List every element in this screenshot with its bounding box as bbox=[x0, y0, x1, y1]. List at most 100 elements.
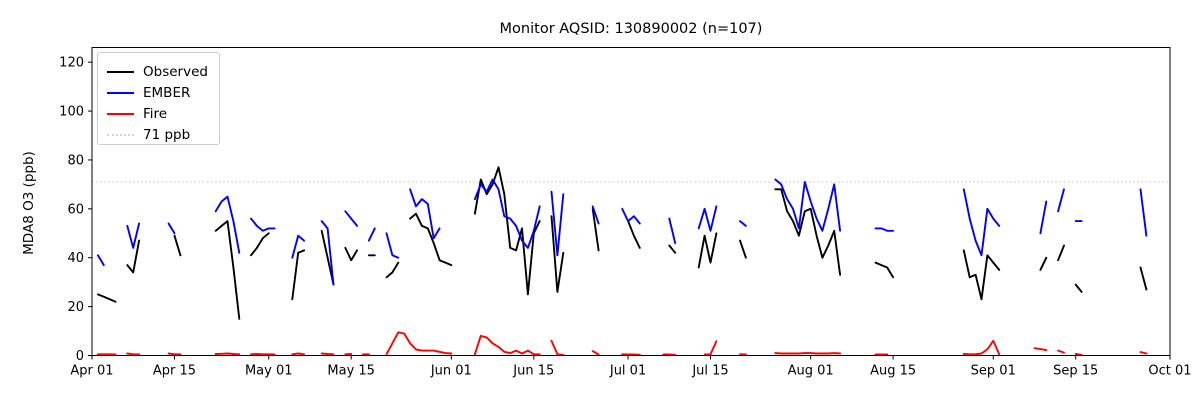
observed-line bbox=[739, 239, 747, 259]
x-tick-label: Apr 01 bbox=[70, 364, 113, 379]
observed-line bbox=[1057, 244, 1065, 262]
ember-line bbox=[214, 195, 241, 254]
y-tick-label: 120 bbox=[59, 56, 84, 71]
fire-line bbox=[703, 340, 718, 356]
ember-line bbox=[409, 188, 441, 240]
legend-label: 71 ppb bbox=[143, 126, 191, 143]
fire-line bbox=[962, 339, 1001, 356]
legend-item-observed: Observed bbox=[107, 61, 219, 82]
x-tick-label: Aug 01 bbox=[788, 364, 834, 379]
observed-line bbox=[874, 261, 895, 279]
fire-line bbox=[214, 352, 241, 356]
fire-line bbox=[591, 350, 600, 356]
ember-line bbox=[167, 222, 176, 235]
x-tick-label: May 15 bbox=[327, 364, 375, 379]
ember-line bbox=[739, 220, 747, 227]
legend-item-ember: EMBER bbox=[107, 82, 219, 103]
x-tick-label: Oct 01 bbox=[1148, 364, 1191, 379]
x-tick-label: May 01 bbox=[245, 364, 293, 379]
legend-label: Observed bbox=[143, 63, 208, 80]
y-tick-label: 60 bbox=[67, 202, 84, 217]
ember-line bbox=[385, 232, 400, 259]
ember-line bbox=[473, 178, 541, 249]
x-tick-label: Apr 15 bbox=[153, 364, 196, 379]
observed-line bbox=[173, 234, 182, 257]
x-tick-label: Jun 01 bbox=[430, 364, 472, 379]
fire-line bbox=[621, 353, 641, 356]
observed-line-sample bbox=[107, 70, 134, 73]
y-tick-label: 0 bbox=[76, 349, 84, 364]
ember-line bbox=[874, 227, 895, 232]
ember-line bbox=[962, 188, 1001, 257]
ember-line bbox=[1057, 188, 1065, 213]
plot-border bbox=[91, 47, 1171, 356]
fire-line bbox=[320, 352, 335, 356]
observed-line bbox=[385, 261, 400, 279]
observed-line bbox=[291, 249, 306, 301]
fire-line bbox=[1139, 351, 1148, 355]
ember-line bbox=[1039, 200, 1048, 235]
x-tick-label: Aug 15 bbox=[870, 364, 916, 379]
observed-line bbox=[550, 215, 565, 293]
y-tick-label: 20 bbox=[67, 300, 84, 315]
ember-line bbox=[550, 190, 565, 257]
observed-line bbox=[344, 246, 359, 262]
ember-line bbox=[96, 254, 105, 267]
fire-line bbox=[1057, 349, 1065, 354]
observed-line bbox=[697, 232, 718, 269]
y-axis-label: MDA8 O3 (ppb) bbox=[21, 151, 37, 255]
x-tick-label: Sep 15 bbox=[1053, 364, 1098, 379]
ember-line bbox=[367, 227, 376, 242]
observed-line bbox=[409, 212, 453, 267]
observed-line bbox=[214, 220, 241, 320]
ember-line bbox=[291, 234, 306, 259]
fire-line bbox=[1074, 353, 1083, 356]
observed-line bbox=[473, 166, 541, 296]
ember-line bbox=[344, 210, 359, 227]
ember-line bbox=[668, 217, 677, 245]
fire-line bbox=[550, 339, 565, 356]
ember-line bbox=[697, 205, 718, 232]
observed-line bbox=[126, 239, 141, 274]
ember-line bbox=[591, 205, 600, 225]
observed-line bbox=[591, 207, 600, 252]
threshold-line-sample bbox=[107, 133, 134, 136]
ember-line bbox=[1139, 188, 1148, 237]
chart-title: Monitor AQSID: 130890002 (n=107) bbox=[499, 21, 763, 37]
observed-line bbox=[774, 188, 842, 276]
observed-line bbox=[1074, 283, 1083, 293]
observed-line bbox=[668, 244, 677, 254]
y-tick-label: 80 bbox=[67, 153, 84, 168]
observed-line bbox=[1039, 256, 1048, 271]
legend-item-fire: Fire bbox=[107, 103, 219, 124]
observed-line bbox=[627, 220, 641, 249]
observed-line bbox=[1139, 266, 1148, 291]
observed-line bbox=[96, 293, 117, 303]
ember-line bbox=[621, 207, 641, 225]
fire-line bbox=[385, 331, 453, 356]
fire-line bbox=[291, 352, 306, 356]
fire-line bbox=[250, 353, 276, 356]
ember-line-sample bbox=[107, 91, 134, 94]
ember-line bbox=[126, 222, 141, 249]
fire-line bbox=[126, 352, 141, 356]
ember-line bbox=[320, 220, 335, 286]
y-tick-label: 40 bbox=[67, 251, 84, 266]
fire-line bbox=[167, 352, 182, 356]
fire-line-sample bbox=[107, 112, 134, 115]
fire-line bbox=[473, 334, 541, 356]
legend-label: Fire bbox=[143, 105, 168, 122]
x-tick-label: Jul 15 bbox=[691, 364, 728, 379]
legend-label: EMBER bbox=[143, 84, 191, 101]
x-tick-label: Jun 15 bbox=[512, 364, 554, 379]
observed-line bbox=[320, 229, 335, 286]
legend: Observed EMBER Fire 71 ppb bbox=[97, 52, 220, 145]
observed-line bbox=[962, 249, 1001, 301]
ember-line bbox=[774, 178, 842, 232]
observed-line bbox=[250, 232, 270, 257]
ember-line bbox=[250, 217, 276, 232]
x-tick-label: Jul 01 bbox=[609, 364, 646, 379]
y-tick-label: 100 bbox=[59, 105, 84, 120]
